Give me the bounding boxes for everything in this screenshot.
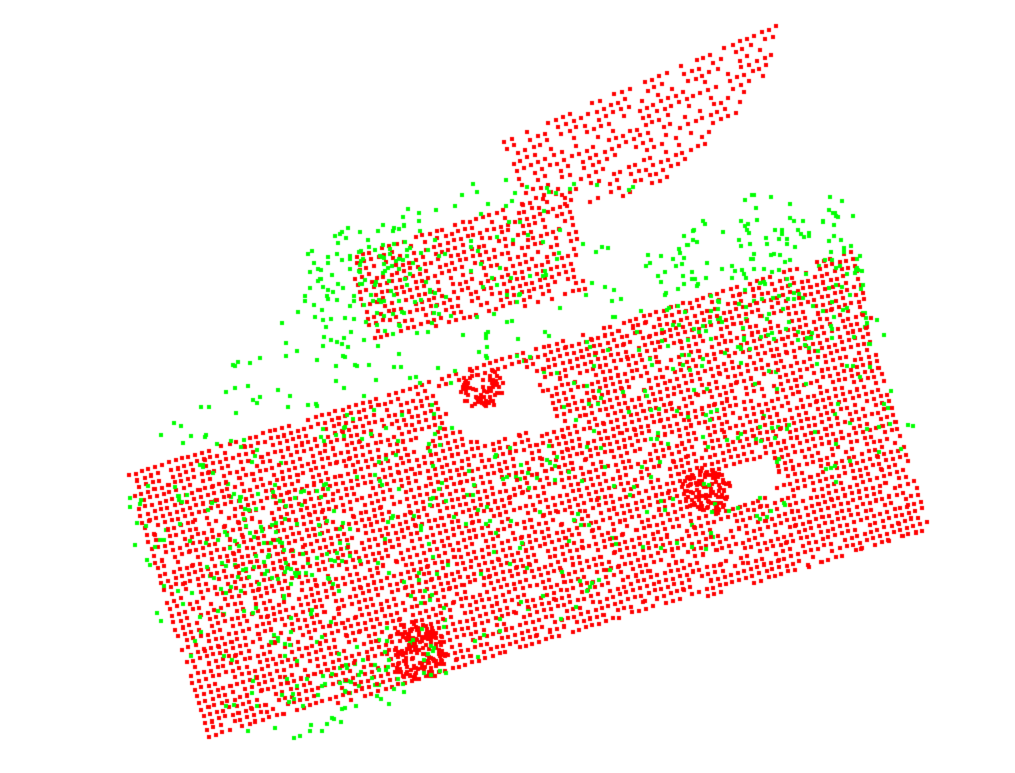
point-cloud-canvas[interactable] <box>0 0 1015 773</box>
point-cloud-viewport[interactable] <box>0 0 1015 773</box>
